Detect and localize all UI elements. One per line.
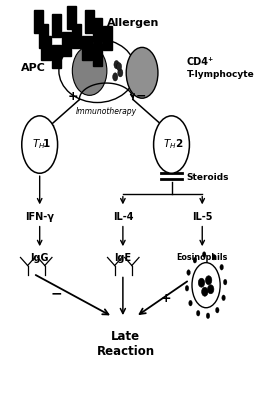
Polygon shape (85, 11, 94, 34)
Circle shape (126, 48, 158, 99)
Text: Allergen: Allergen (107, 18, 159, 27)
Text: IFN-γ: IFN-γ (25, 211, 54, 221)
Circle shape (223, 280, 227, 285)
Circle shape (220, 265, 223, 270)
Polygon shape (72, 25, 81, 49)
Circle shape (114, 61, 119, 70)
Ellipse shape (198, 279, 205, 288)
Polygon shape (34, 11, 43, 34)
Ellipse shape (202, 288, 208, 297)
Circle shape (206, 313, 210, 319)
Text: CD4⁺: CD4⁺ (187, 57, 214, 67)
Text: $T_{H}$: $T_{H}$ (163, 137, 177, 151)
Circle shape (202, 252, 206, 258)
Circle shape (185, 285, 189, 291)
Polygon shape (39, 25, 48, 49)
Text: APC: APC (21, 63, 46, 72)
Circle shape (22, 117, 58, 174)
Text: 1: 1 (43, 139, 50, 149)
Text: IL-5: IL-5 (192, 211, 212, 221)
Ellipse shape (59, 40, 136, 103)
Polygon shape (67, 7, 76, 30)
Circle shape (216, 308, 219, 313)
Polygon shape (62, 33, 71, 57)
Circle shape (192, 263, 220, 308)
Circle shape (118, 70, 123, 78)
Circle shape (113, 74, 118, 82)
Text: Eosinophils: Eosinophils (177, 252, 228, 261)
Text: −: − (135, 90, 146, 103)
Text: +: + (161, 291, 172, 304)
Text: 2: 2 (175, 139, 182, 149)
Text: −: − (50, 285, 62, 299)
Text: IgG: IgG (30, 252, 49, 262)
Text: IL-4: IL-4 (113, 211, 133, 221)
Polygon shape (82, 37, 92, 61)
Ellipse shape (72, 47, 107, 96)
Polygon shape (41, 37, 51, 61)
Circle shape (193, 258, 197, 263)
Text: +: + (68, 90, 78, 103)
Circle shape (222, 295, 225, 301)
Text: T-lymphocyte: T-lymphocyte (187, 70, 255, 79)
Text: $T_{H}$: $T_{H}$ (31, 137, 45, 151)
Circle shape (196, 310, 200, 316)
Text: Reaction: Reaction (96, 344, 155, 357)
Polygon shape (52, 45, 61, 69)
Ellipse shape (206, 276, 212, 285)
Circle shape (189, 301, 192, 306)
Polygon shape (93, 19, 102, 43)
Circle shape (154, 117, 189, 174)
Text: IgE: IgE (114, 252, 131, 262)
Polygon shape (93, 43, 102, 67)
Circle shape (212, 255, 216, 261)
Circle shape (116, 63, 122, 72)
Ellipse shape (208, 285, 214, 294)
Polygon shape (52, 15, 61, 38)
Circle shape (187, 270, 190, 276)
Polygon shape (103, 27, 112, 51)
Text: Late: Late (111, 329, 140, 342)
Text: Immunotherapy: Immunotherapy (76, 106, 137, 115)
Text: Steroids: Steroids (186, 172, 229, 181)
